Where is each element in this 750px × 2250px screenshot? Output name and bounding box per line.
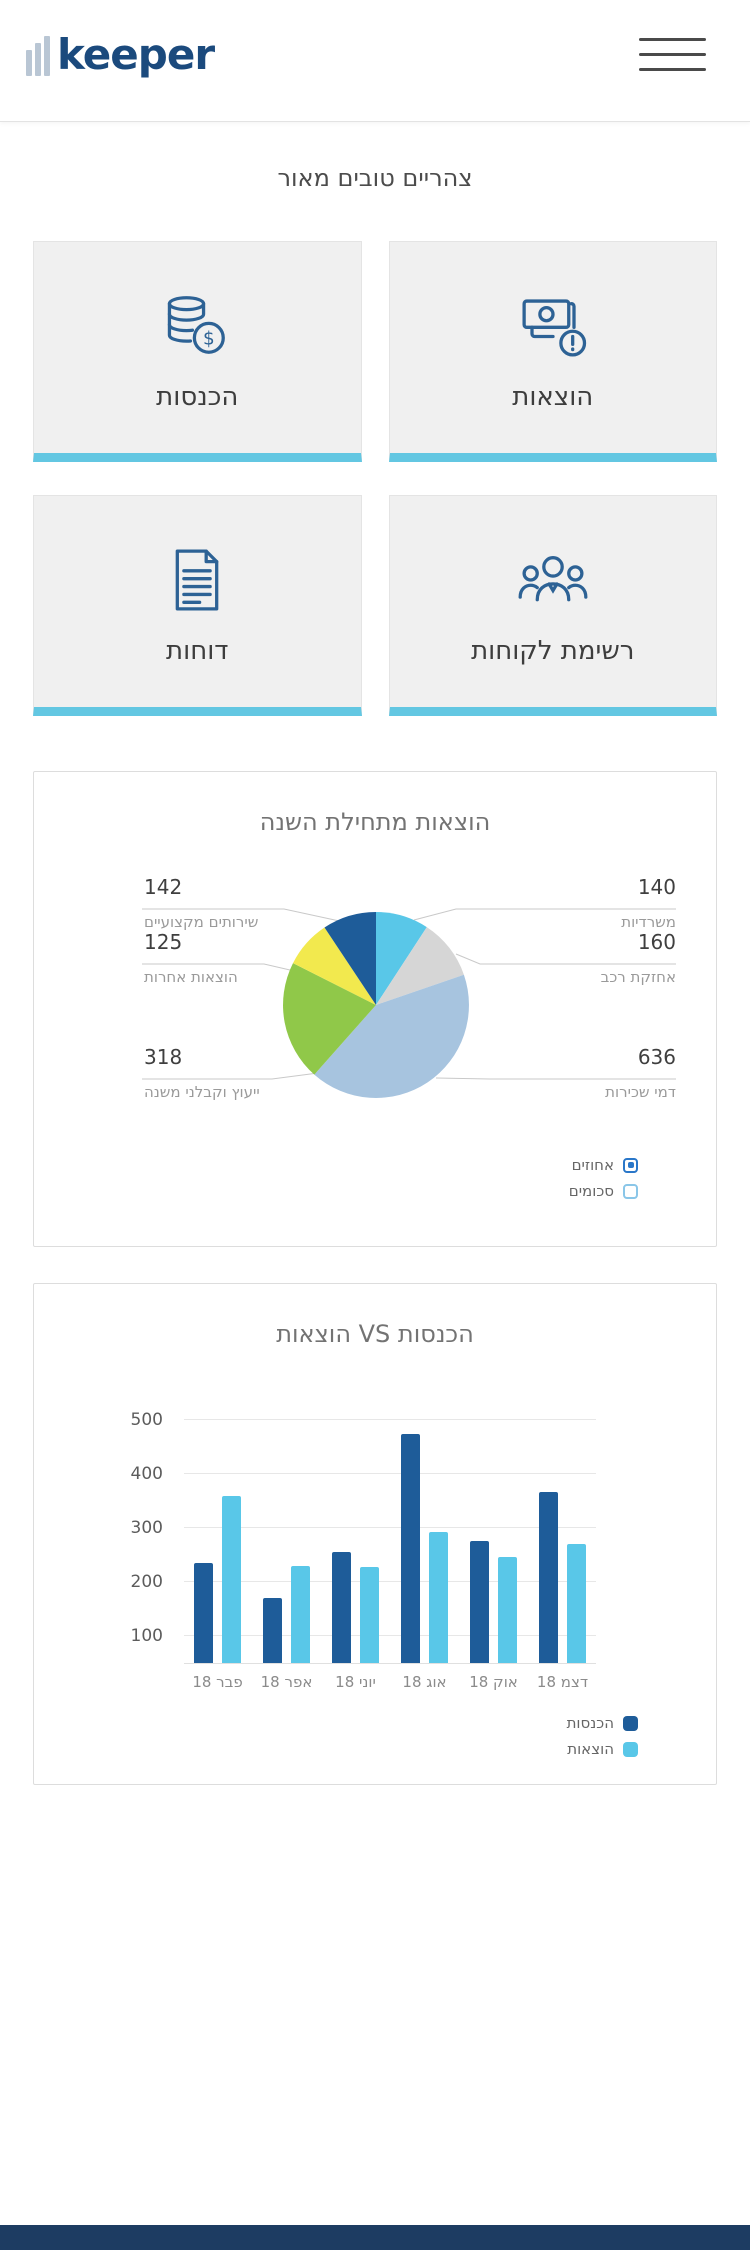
pie-slice: [314, 974, 469, 1098]
bar-card-title: הכנסות VS הוצאות: [276, 1320, 474, 1348]
bar-הוצאות: [360, 1566, 379, 1663]
tile-clients[interactable]: רשימת לקוחות: [388, 495, 717, 716]
bar-הכנסות: [401, 1433, 420, 1663]
pie-label-subcontractors: 318 ייעוץ וקבלני משנה: [144, 1045, 260, 1101]
logo-bar-icon: [44, 36, 50, 76]
income-coins-icon: $: [155, 284, 239, 368]
pie-label-office: 140 משרדיות: [621, 875, 676, 931]
x-axis-label: אוג 18: [402, 1673, 447, 1691]
bar-הוצאות: [567, 1544, 586, 1663]
pie-slice: [293, 927, 376, 1005]
pie-slice: [376, 912, 427, 1005]
bar-chart-legend: הכנסות הוצאות: [567, 1714, 638, 1766]
footer-bar: [0, 2225, 750, 2250]
pie-slice: [324, 911, 376, 1005]
bar-group: אוק 18: [469, 1404, 518, 1691]
gridline: [184, 1581, 596, 1583]
svg-text:$: $: [203, 328, 215, 349]
app-header: keeper: [0, 0, 750, 122]
x-axis-label: אפר 18: [260, 1673, 313, 1691]
logo-bar-icon: [35, 43, 41, 76]
tile-label: רשימת לקוחות: [471, 635, 635, 666]
tile-expenses[interactable]: הוצאות: [388, 241, 717, 462]
y-axis-tick: 100: [130, 1626, 163, 1647]
hamburger-menu-icon[interactable]: [639, 38, 706, 71]
bar-הוצאות: [222, 1495, 241, 1663]
bar-הכנסות: [194, 1563, 213, 1663]
expenses-bills-icon: [511, 284, 595, 368]
gridline: [184, 1473, 596, 1475]
x-axis-label: אוק 18: [469, 1673, 518, 1691]
bar-group: אפר 18: [261, 1404, 312, 1691]
expenses-swatch-icon: [623, 1741, 638, 1757]
pie-label-other-expenses: 125 הוצאות אחרות: [144, 930, 238, 986]
gridline: [184, 1635, 596, 1637]
bar-chart: פבר 18 אפר 18 יוני 18 אוג 18 אוק 18 דצמ 18 10…: [131, 1404, 596, 1691]
bar-groups: פבר 18 אפר 18 יוני 18 אוג 18 אוק 18 דצמ 18: [184, 1404, 596, 1691]
bar-הכנסות: [539, 1491, 558, 1663]
nav-tiles-grid: הוצאות $ הכנסות: [33, 241, 717, 716]
toggle-amounts[interactable]: סכומים: [569, 1182, 638, 1200]
radio-selected-icon: [623, 1157, 638, 1173]
logo-bar-icon: [26, 50, 32, 76]
bar-הוצאות: [291, 1565, 310, 1663]
y-axis-tick: 300: [130, 1518, 163, 1539]
bar-הוצאות: [498, 1556, 517, 1663]
radio-unselected-icon: [623, 1183, 638, 1199]
y-axis-tick: 500: [130, 1410, 163, 1431]
bar-הוצאות: [429, 1531, 448, 1663]
tile-label: הכנסות: [156, 381, 239, 412]
y-axis-tick: 400: [130, 1464, 163, 1485]
legend-expenses[interactable]: הוצאות: [567, 1740, 638, 1758]
bar-הכנסות: [470, 1540, 489, 1663]
tile-income[interactable]: $ הכנסות: [33, 241, 362, 462]
gridline: [184, 1527, 596, 1529]
toggle-percentages[interactable]: אחוזים: [569, 1156, 638, 1174]
pie-card-title: הוצאות מתחילת השנה: [259, 808, 491, 836]
bar-group: יוני 18: [332, 1404, 379, 1691]
tile-label: דוחות: [166, 635, 229, 666]
pie-unit-toggles: אחוזים סכומים: [569, 1156, 638, 1208]
income-swatch-icon: [623, 1715, 638, 1731]
y-axis-tick: 200: [130, 1572, 163, 1593]
pie-slice: [376, 927, 464, 1005]
pie-slice: [283, 963, 376, 1075]
bar-group: פבר 18: [192, 1404, 243, 1691]
bar-הכנסות: [332, 1552, 351, 1663]
pie-label-professional-services: 142 שירותים מקצועיים: [144, 875, 259, 931]
income-vs-expenses-card: הכנסות VS הוצאות פבר 18 אפר 18 יוני 18 אוג …: [33, 1283, 717, 1785]
pie-label-rent: 636 דמי שכירות: [605, 1045, 676, 1101]
tile-label: הוצאות: [512, 381, 594, 412]
greeting-text: צהריים טובים מאור: [277, 164, 473, 192]
logo-text: keeper: [57, 30, 215, 79]
keeper-logo[interactable]: keeper: [26, 30, 215, 79]
x-axis-label: דצמ 18: [536, 1673, 589, 1691]
x-axis-label: פבר 18: [192, 1673, 243, 1691]
bar-group: דצמ 18: [537, 1404, 588, 1691]
pie-slices: [283, 911, 469, 1098]
expenses-pie-card: הוצאות מתחילת השנה 140 משרדיות 160 אחזקת…: [33, 771, 717, 1247]
x-axis-label: יוני 18: [335, 1673, 376, 1691]
gridline: [184, 1419, 596, 1421]
clients-group-icon: [511, 538, 595, 622]
reports-document-icon: [155, 538, 239, 622]
bar-הכנסות: [263, 1598, 282, 1663]
legend-income[interactable]: הכנסות: [567, 1714, 638, 1732]
pie-label-car-maintenance: 160 אחזקת רכב: [600, 930, 676, 986]
bar-group: אוג 18: [401, 1404, 448, 1691]
tile-reports[interactable]: דוחות: [33, 495, 362, 716]
